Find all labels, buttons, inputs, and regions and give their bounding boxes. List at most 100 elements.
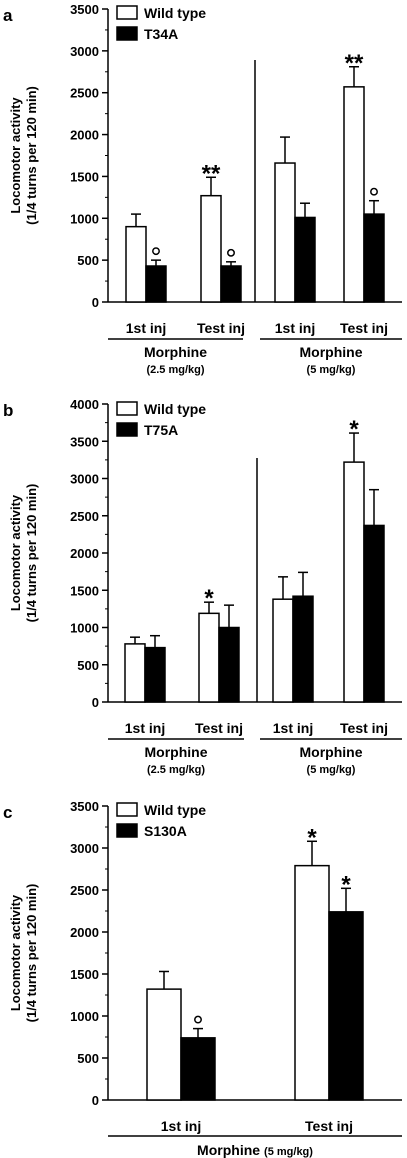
- bar-wild-type: [146, 988, 182, 1101]
- y-axis-title: Locomotor activity: [8, 494, 23, 611]
- group-label: Morphine: [145, 744, 208, 760]
- bar-mutant: [218, 626, 240, 703]
- y-tick-label: 2500: [70, 509, 99, 524]
- y-tick-label: 3500: [70, 434, 99, 449]
- category-label: Test inj: [195, 720, 243, 736]
- group-label: Morphine: [144, 344, 207, 360]
- bar-mutant: [363, 524, 385, 703]
- group-label: Morphine (5 mg/kg): [197, 1142, 313, 1158]
- legend-swatch: [116, 401, 138, 416]
- y-tick-label: 3000: [70, 44, 99, 59]
- bar-wild-type: [198, 612, 220, 703]
- bar-wild-type: [343, 86, 365, 303]
- legend-swatch: [116, 802, 138, 817]
- bar-mutant: [145, 265, 167, 303]
- category-label: Test inj: [197, 320, 245, 336]
- category-label: Test inj: [305, 1118, 353, 1134]
- y-tick-label: 500: [77, 1051, 99, 1066]
- legend-swatch: [116, 5, 138, 20]
- bar-mutant: [180, 1037, 216, 1101]
- y-axis-title: (1/4 turns per 120 min): [24, 484, 39, 623]
- group-label: Morphine: [300, 744, 363, 760]
- significance-marker: [194, 1015, 202, 1024]
- panel-label: b: [3, 401, 13, 420]
- group-sublabel: (2.5 mg/kg): [146, 364, 204, 376]
- y-tick-label: 3500: [70, 2, 99, 17]
- significance-marker: *: [204, 585, 214, 612]
- legend-label: T75A: [144, 422, 178, 438]
- group-label: Morphine: [300, 344, 363, 360]
- chart-panel-a: a Locomotor activity (1/4 turns per 120 mi…: [3, 2, 402, 376]
- category-label: Test inj: [340, 320, 388, 336]
- y-tick-label: 1500: [70, 169, 99, 184]
- bar-wild-type: [343, 461, 365, 703]
- legend-label: Wild type: [144, 401, 206, 417]
- legend-label: T34A: [144, 26, 178, 42]
- category-label: 1st inj: [273, 720, 313, 736]
- legend-swatch: [116, 823, 138, 838]
- y-tick-label: 2500: [70, 86, 99, 101]
- y-tick-label: 2000: [70, 925, 99, 940]
- bar-mutant: [292, 595, 314, 703]
- y-tick-label: 1000: [70, 211, 99, 226]
- significance-marker: *: [341, 871, 351, 898]
- y-tick-label: 0: [92, 295, 99, 310]
- bar-mutant: [220, 265, 242, 303]
- legend-label: Wild type: [144, 802, 206, 818]
- group-label-dose: (5 mg/kg): [264, 1146, 313, 1158]
- y-tick-label: 3500: [70, 799, 99, 814]
- y-tick-label: 1000: [70, 621, 99, 636]
- significance-marker: [370, 187, 378, 196]
- bar-wild-type: [294, 864, 330, 1101]
- category-label: Test inj: [340, 720, 388, 736]
- chart-panel-b: b Locomotor activity (1/4 turns per 120 mi…: [3, 397, 402, 776]
- bar-wild-type: [274, 162, 296, 303]
- bar-wild-type: [124, 643, 146, 703]
- group-sublabel: (2.5 mg/kg): [147, 764, 205, 776]
- panel-label: a: [3, 6, 13, 25]
- y-axis-title: (1/4 turns per 120 min): [24, 884, 39, 1023]
- y-axis-title: Locomotor activity: [8, 894, 23, 1011]
- legend-swatch: [116, 422, 138, 437]
- chart-panel-c: c Locomotor activity (1/4 turns per 120 mi…: [3, 799, 402, 1158]
- category-label: 1st inj: [275, 320, 315, 336]
- bar-wild-type: [125, 225, 147, 303]
- y-tick-label: 500: [77, 253, 99, 268]
- significance-marker: [152, 247, 160, 256]
- y-tick-label: 3000: [70, 841, 99, 856]
- group-sublabel: (5 mg/kg): [307, 764, 356, 776]
- y-tick-label: 2000: [70, 128, 99, 143]
- group-sublabel: (5 mg/kg): [307, 364, 356, 376]
- bar-mutant: [144, 646, 166, 703]
- significance-marker: *: [307, 824, 317, 851]
- y-axis-title: Locomotor activity: [8, 97, 23, 214]
- group-label-main: Morphine: [197, 1142, 260, 1158]
- significance-marker: [227, 248, 235, 257]
- category-label: 1st inj: [161, 1118, 201, 1134]
- y-tick-label: 2000: [70, 546, 99, 561]
- y-tick-label: 4000: [70, 397, 99, 412]
- significance-marker: **: [345, 50, 364, 77]
- y-tick-label: 2500: [70, 883, 99, 898]
- bar-mutant: [363, 213, 385, 303]
- y-tick-label: 0: [92, 695, 99, 710]
- bar-mutant: [328, 911, 364, 1101]
- legend-label: S130A: [144, 823, 187, 839]
- y-tick-label: 0: [92, 1093, 99, 1108]
- category-label: 1st inj: [126, 320, 166, 336]
- y-tick-label: 1000: [70, 1009, 99, 1024]
- bar-wild-type: [200, 194, 222, 303]
- y-tick-label: 500: [77, 658, 99, 673]
- bar-mutant: [294, 216, 316, 303]
- significance-marker: **: [202, 160, 221, 187]
- y-axis-title: (1/4 turns per 120 min): [24, 86, 39, 225]
- y-tick-label: 3000: [70, 472, 99, 487]
- y-tick-label: 1500: [70, 967, 99, 982]
- category-label: 1st inj: [125, 720, 165, 736]
- panel-label: c: [3, 803, 12, 822]
- significance-marker: *: [349, 416, 359, 443]
- legend-label: Wild type: [144, 5, 206, 21]
- y-tick-label: 1500: [70, 583, 99, 598]
- bar-wild-type: [272, 598, 294, 703]
